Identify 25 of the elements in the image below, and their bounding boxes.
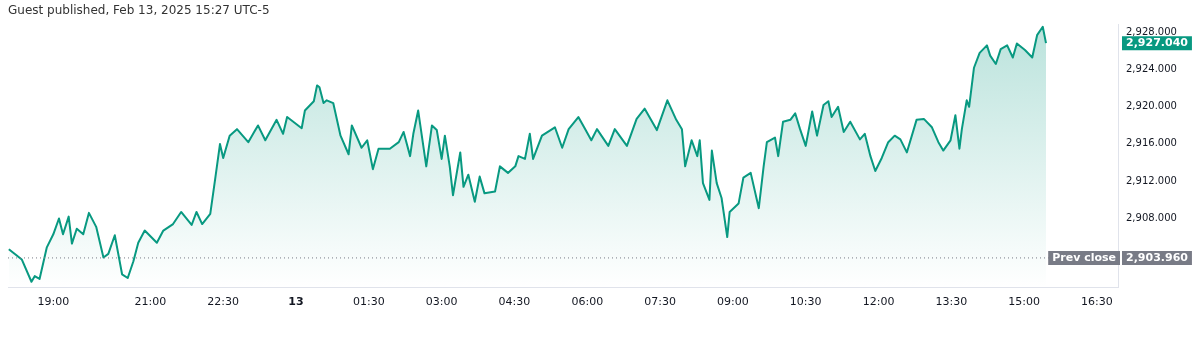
ref-line-label: Prev close bbox=[1052, 250, 1117, 264]
y-tick-label: 2,916.000 bbox=[1126, 137, 1177, 149]
x-tick-label: 01:30 bbox=[352, 295, 385, 309]
y-tick-label: 2,928.000 bbox=[1126, 25, 1177, 37]
x-tick-label: 16:30 bbox=[1081, 295, 1113, 309]
x-tick-label: 22:30 bbox=[207, 295, 240, 309]
x-tick-label: 15:00 bbox=[1008, 295, 1040, 309]
x-tick-label: 10:30 bbox=[789, 295, 822, 309]
x-tick-label: 03:00 bbox=[425, 295, 458, 309]
text: Guest published, Feb 13, 2025 15:27 UTC-5 bbox=[8, 3, 270, 17]
x-tick-label: 19:00 bbox=[37, 295, 70, 309]
x-tick-label: 12:00 bbox=[862, 295, 895, 309]
x-tick-label: 21:00 bbox=[134, 295, 167, 309]
x-tick-label: 09:00 bbox=[717, 295, 749, 309]
text: 2,903.960 bbox=[1126, 250, 1189, 264]
x-tick-label: 04:30 bbox=[498, 295, 531, 309]
x-tick-label: 13:30 bbox=[935, 295, 968, 309]
x-tick-label: 13 bbox=[288, 295, 304, 309]
x-tick-label: 06:00 bbox=[571, 295, 604, 309]
y-tick-label: 2,912.000 bbox=[1126, 174, 1177, 186]
y-tick-label: 2,908.000 bbox=[1126, 211, 1177, 223]
y-tick-label: 2,920.000 bbox=[1126, 100, 1177, 112]
text: 2,927.040 bbox=[1126, 36, 1189, 50]
y-tick-label: 2,924.000 bbox=[1126, 63, 1177, 75]
x-tick-label: 07:30 bbox=[644, 295, 676, 309]
